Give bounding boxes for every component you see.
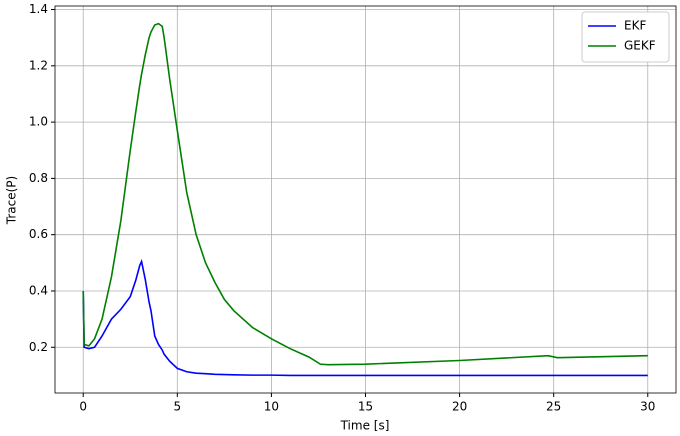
x-tick-label: 10 — [264, 400, 279, 414]
x-tick-label: 15 — [358, 400, 373, 414]
x-tick-label: 25 — [546, 400, 561, 414]
x-tick-label: 20 — [452, 400, 467, 414]
y-tick-label: 0.8 — [29, 171, 48, 185]
y-tick-label: 1.4 — [29, 2, 48, 16]
data-line — [82, 22, 648, 366]
data-line — [82, 258, 648, 377]
x-tick-label: 30 — [640, 400, 655, 414]
plot-frame — [54, 5, 677, 394]
x-axis-label: Time [s] — [340, 419, 390, 433]
x-tick-label: 5 — [173, 400, 181, 414]
y-tick-label: 0.2 — [29, 340, 48, 354]
legend-label: GEKF — [624, 39, 656, 53]
y-tick-label: 1.2 — [29, 58, 48, 72]
y-tick-label: 0.6 — [29, 227, 48, 241]
y-tick-label: 0.4 — [29, 283, 48, 297]
y-tick-label: 1.0 — [29, 115, 48, 129]
y-axis-label: Trace(P) — [5, 176, 19, 225]
legend-box — [581, 11, 670, 63]
x-tick-label: 0 — [79, 400, 87, 414]
legend-label: EKF — [624, 19, 646, 33]
